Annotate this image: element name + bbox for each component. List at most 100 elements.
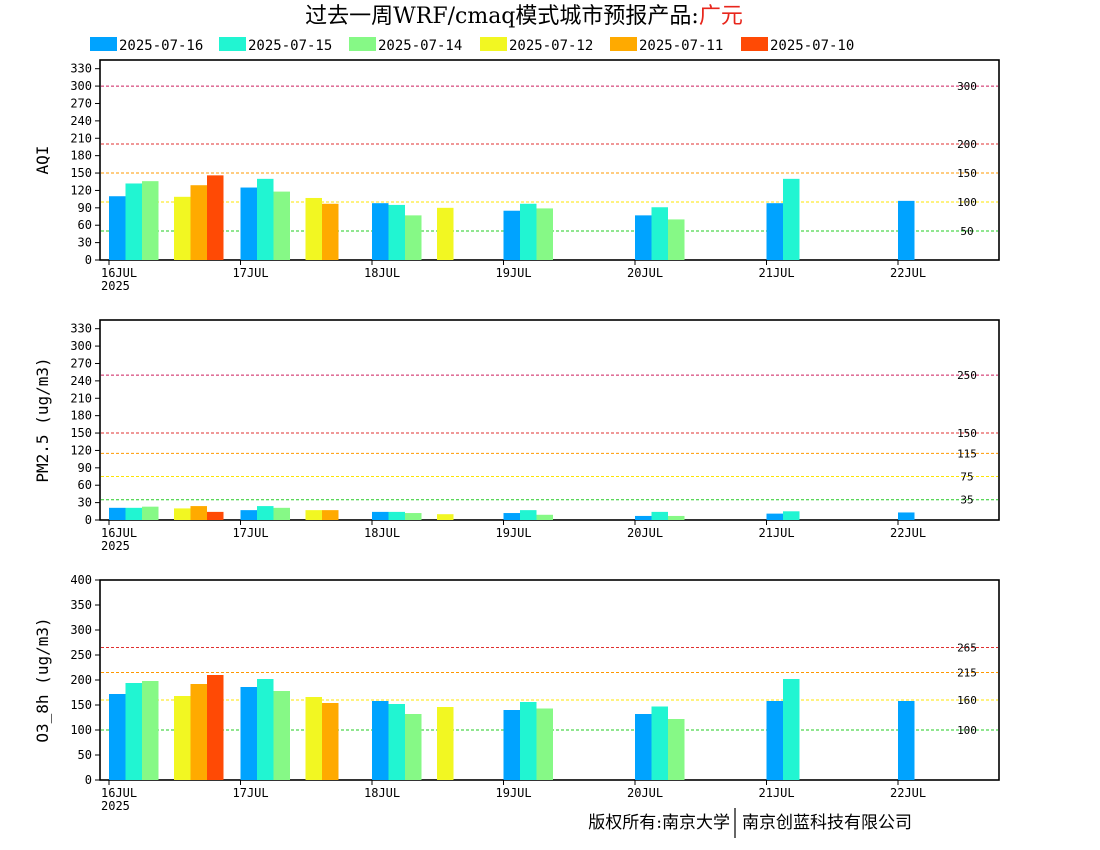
x-tick-label: 20JUL xyxy=(627,786,663,800)
bar-2025-07-16 xyxy=(372,511,389,520)
bars xyxy=(109,175,915,260)
legend-entry: 2025-07-12 xyxy=(480,37,593,54)
legend-swatch xyxy=(349,37,376,51)
bar-2025-07-14 xyxy=(536,708,553,780)
y-tick-label: 120 xyxy=(70,443,92,457)
bar-2025-07-16 xyxy=(372,701,389,780)
y-tick-label: 300 xyxy=(70,339,92,353)
legend: 2025-07-16 2025-07-15 2025-07-14 2025-07-12… xyxy=(90,37,854,54)
figure-title-main: 过去一周WRF/cmaq模式城市预报产品: xyxy=(305,4,699,29)
y-tick-label: 180 xyxy=(70,409,92,423)
bar-2025-07-15 xyxy=(388,204,405,260)
x-tick-label: 22JUL xyxy=(890,266,926,280)
y-tick-label: 250 xyxy=(70,648,92,662)
reference-line-label: 100 xyxy=(957,724,977,737)
legend-label: 2025-07-16 xyxy=(119,38,203,54)
x-tick-label: 16JUL xyxy=(101,526,137,540)
bar-2025-07-11 xyxy=(322,703,339,780)
y-tick-label: 0 xyxy=(85,513,92,527)
legend-entry: 2025-07-15 xyxy=(219,37,332,54)
legend-swatch xyxy=(480,37,507,51)
y-tick-label: 90 xyxy=(78,461,92,475)
y-tick-label: 400 xyxy=(70,573,92,587)
y-tick-label: 30 xyxy=(78,496,92,510)
x-tick-label: 17JUL xyxy=(233,266,269,280)
bar-2025-07-12 xyxy=(437,707,454,780)
bar-2025-07-11 xyxy=(322,510,339,520)
legend-entry: 2025-07-10 xyxy=(741,37,854,54)
bar-2025-07-16 xyxy=(766,513,783,520)
x-tick-label: 19JUL xyxy=(496,266,532,280)
bar-2025-07-16 xyxy=(503,210,520,260)
bar-2025-07-16 xyxy=(372,203,389,260)
bar-2025-07-12 xyxy=(174,696,191,780)
chart-panel: 0 30 60 90 120 150 180 210 240 270 300 330 PM2.5 (ug… xyxy=(33,319,1000,553)
bar-2025-07-14 xyxy=(536,514,553,520)
legend-entry: 2025-07-14 xyxy=(349,37,462,54)
y-axis-label: O3_8h (ug/m3) xyxy=(33,617,52,742)
bar-2025-07-16 xyxy=(898,701,915,780)
legend-label: 2025-07-12 xyxy=(509,38,593,54)
bar-2025-07-16 xyxy=(109,196,126,260)
bar-2025-07-12 xyxy=(174,196,191,260)
y-tick-label: 90 xyxy=(78,201,92,215)
copyright-left: 版权所有:南京大学 xyxy=(588,813,730,833)
bar-2025-07-10 xyxy=(207,511,224,520)
bar-2025-07-12 xyxy=(305,510,322,520)
x-tick-label: 20JUL xyxy=(627,526,663,540)
y-tick-label: 60 xyxy=(78,218,92,232)
x-year-label: 2025 xyxy=(101,539,130,553)
x-tick-label: 18JUL xyxy=(364,786,400,800)
x-tick-label: 19JUL xyxy=(496,526,532,540)
x-tick-label: 21JUL xyxy=(759,266,795,280)
bar-2025-07-15 xyxy=(783,511,800,520)
x-tick-label: 18JUL xyxy=(364,266,400,280)
x-tick-label: 17JUL xyxy=(233,786,269,800)
bar-2025-07-15 xyxy=(125,183,142,260)
y-tick-label: 180 xyxy=(70,149,92,163)
bar-2025-07-14 xyxy=(668,219,685,260)
y-tick-label: 50 xyxy=(78,748,92,762)
y-tick-label: 0 xyxy=(85,253,92,267)
y-tick-label: 240 xyxy=(70,114,92,128)
x-tick-label: 21JUL xyxy=(759,526,795,540)
chart-panels: 0306090120150180210240270300330AQI300200… xyxy=(33,59,1000,813)
bar-2025-07-16 xyxy=(635,515,652,520)
y-tick-label: 330 xyxy=(70,322,92,336)
reference-line-label: 160 xyxy=(957,694,977,707)
y-tick-label: 300 xyxy=(70,623,92,637)
bar-2025-07-14 xyxy=(405,513,422,520)
bar-2025-07-15 xyxy=(388,511,405,520)
bar-2025-07-11 xyxy=(322,203,339,260)
bars xyxy=(109,675,915,780)
bar-2025-07-15 xyxy=(651,706,668,780)
x-year-label: 2025 xyxy=(101,799,130,813)
reference-line-label: 250 xyxy=(957,369,977,382)
x-tick-label: 22JUL xyxy=(890,786,926,800)
y-tick-label: 150 xyxy=(70,698,92,712)
chart-panel: 0 30 60 90 120 150 180 210 240 270 300 330 AQI 300 200… xyxy=(33,59,1000,293)
bar-2025-07-14 xyxy=(668,719,685,780)
y-tick-label: 240 xyxy=(70,374,92,388)
reference-line-label: 100 xyxy=(957,196,977,209)
x-tick-label: 20JUL xyxy=(627,266,663,280)
bar-2025-07-15 xyxy=(783,178,800,260)
legend-label: 2025-07-10 xyxy=(770,38,854,54)
reference-line-label: 35 xyxy=(960,494,973,507)
y-tick-label: 120 xyxy=(70,183,92,197)
bar-2025-07-15 xyxy=(125,683,142,780)
y-tick-label: 210 xyxy=(70,131,92,145)
reference-line-label: 200 xyxy=(957,138,977,151)
legend-label: 2025-07-11 xyxy=(639,38,723,54)
legend-swatch xyxy=(741,37,768,51)
y-tick-label: 210 xyxy=(70,391,92,405)
y-tick-label: 200 xyxy=(70,673,92,687)
bar-2025-07-15 xyxy=(520,702,537,780)
y-tick-label: 150 xyxy=(70,426,92,440)
x-tick-label: 18JUL xyxy=(364,526,400,540)
legend-swatch xyxy=(610,37,637,51)
bar-2025-07-10 xyxy=(207,675,224,780)
plot-frame xyxy=(99,319,1000,521)
y-tick-label: 60 xyxy=(78,478,92,492)
